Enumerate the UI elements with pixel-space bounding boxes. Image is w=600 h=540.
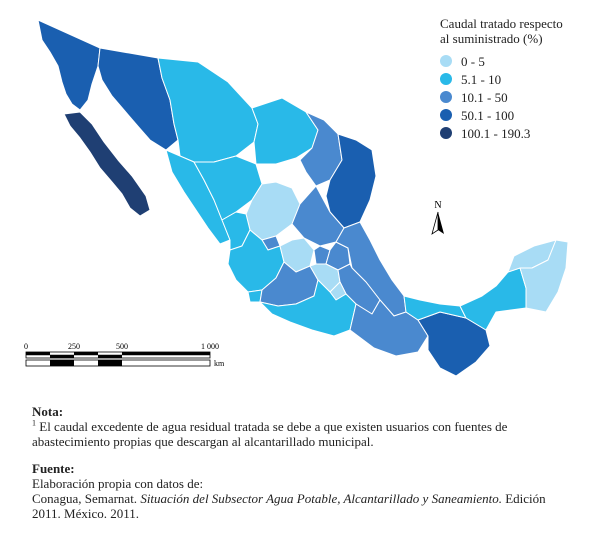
source-title: Situación del Subsector Agua Potable, Al… — [140, 491, 502, 506]
legend-item: 5.1 - 10 — [440, 70, 598, 88]
legend-swatch — [440, 73, 452, 85]
north-label: N — [434, 200, 441, 211]
note-text: 1 El caudal excedente de agua residual t… — [32, 419, 577, 449]
legend-swatch — [440, 109, 452, 121]
note-heading: Nota: — [32, 404, 64, 419]
state-campeche[interactable] — [459, 267, 527, 331]
state-quintana-roo[interactable] — [519, 239, 569, 313]
legend-swatch — [440, 91, 452, 103]
state-baja-california[interactable] — [37, 19, 101, 111]
scale-tick-1000: 1 000 — [201, 342, 219, 351]
legend-swatch — [440, 55, 452, 67]
scale-tick-500: 500 — [116, 342, 128, 351]
legend-title-line1: Caudal tratado respecto — [440, 16, 563, 31]
state-coahuila[interactable] — [251, 97, 319, 165]
state-chihuahua[interactable] — [157, 57, 259, 163]
source-heading: Fuente: — [32, 461, 75, 476]
source-citation: Conagua, Semarnat. Situación del Subsect… — [32, 491, 577, 521]
mexico-map: 0 250 500 1 000 km N — [24, 19, 569, 377]
source-line1: Elaboración propia con datos de: — [32, 476, 204, 491]
note-marker: 1 — [32, 418, 36, 428]
notes-section: Nota: 1 El caudal excedente de agua resi… — [32, 404, 577, 521]
legend-item: 0 - 5 — [440, 52, 598, 70]
legend-label: 100.1 - 190.3 — [461, 125, 531, 141]
legend-label: 5.1 - 10 — [461, 71, 502, 87]
state-baja-california-sur[interactable] — [63, 111, 151, 217]
legend-label: 50.1 - 100 — [461, 107, 515, 123]
legend: Caudal tratado respecto al suministrado … — [440, 16, 598, 142]
legend-item: 50.1 - 100 — [440, 106, 598, 124]
scale-bar: 0 250 500 1 000 km — [24, 342, 225, 368]
legend-items: 0 - 5 5.1 - 10 10.1 - 50 50.1 - 100 100.1 - … — [440, 52, 598, 142]
scale-unit: km — [214, 359, 225, 368]
legend-item: 100.1 - 190.3 — [440, 124, 598, 142]
legend-title-line2: al suministrado (%) — [440, 31, 543, 46]
state-guerrero[interactable] — [259, 279, 357, 337]
scale-tick-250: 250 — [68, 342, 80, 351]
scale-tick-0: 0 — [24, 342, 28, 351]
north-arrow: N — [431, 200, 444, 235]
legend-title: Caudal tratado respecto al suministrado … — [440, 16, 598, 46]
legend-swatch — [440, 127, 452, 139]
legend-item: 10.1 - 50 — [440, 88, 598, 106]
legend-label: 0 - 5 — [461, 53, 485, 69]
source-authors: Conagua, Semarnat. — [32, 491, 141, 506]
note-body: El caudal excedente de agua residual tra… — [32, 419, 508, 449]
source-edition: Edición 2011. México. 2011. — [32, 491, 546, 521]
legend-label: 10.1 - 50 — [461, 89, 508, 105]
